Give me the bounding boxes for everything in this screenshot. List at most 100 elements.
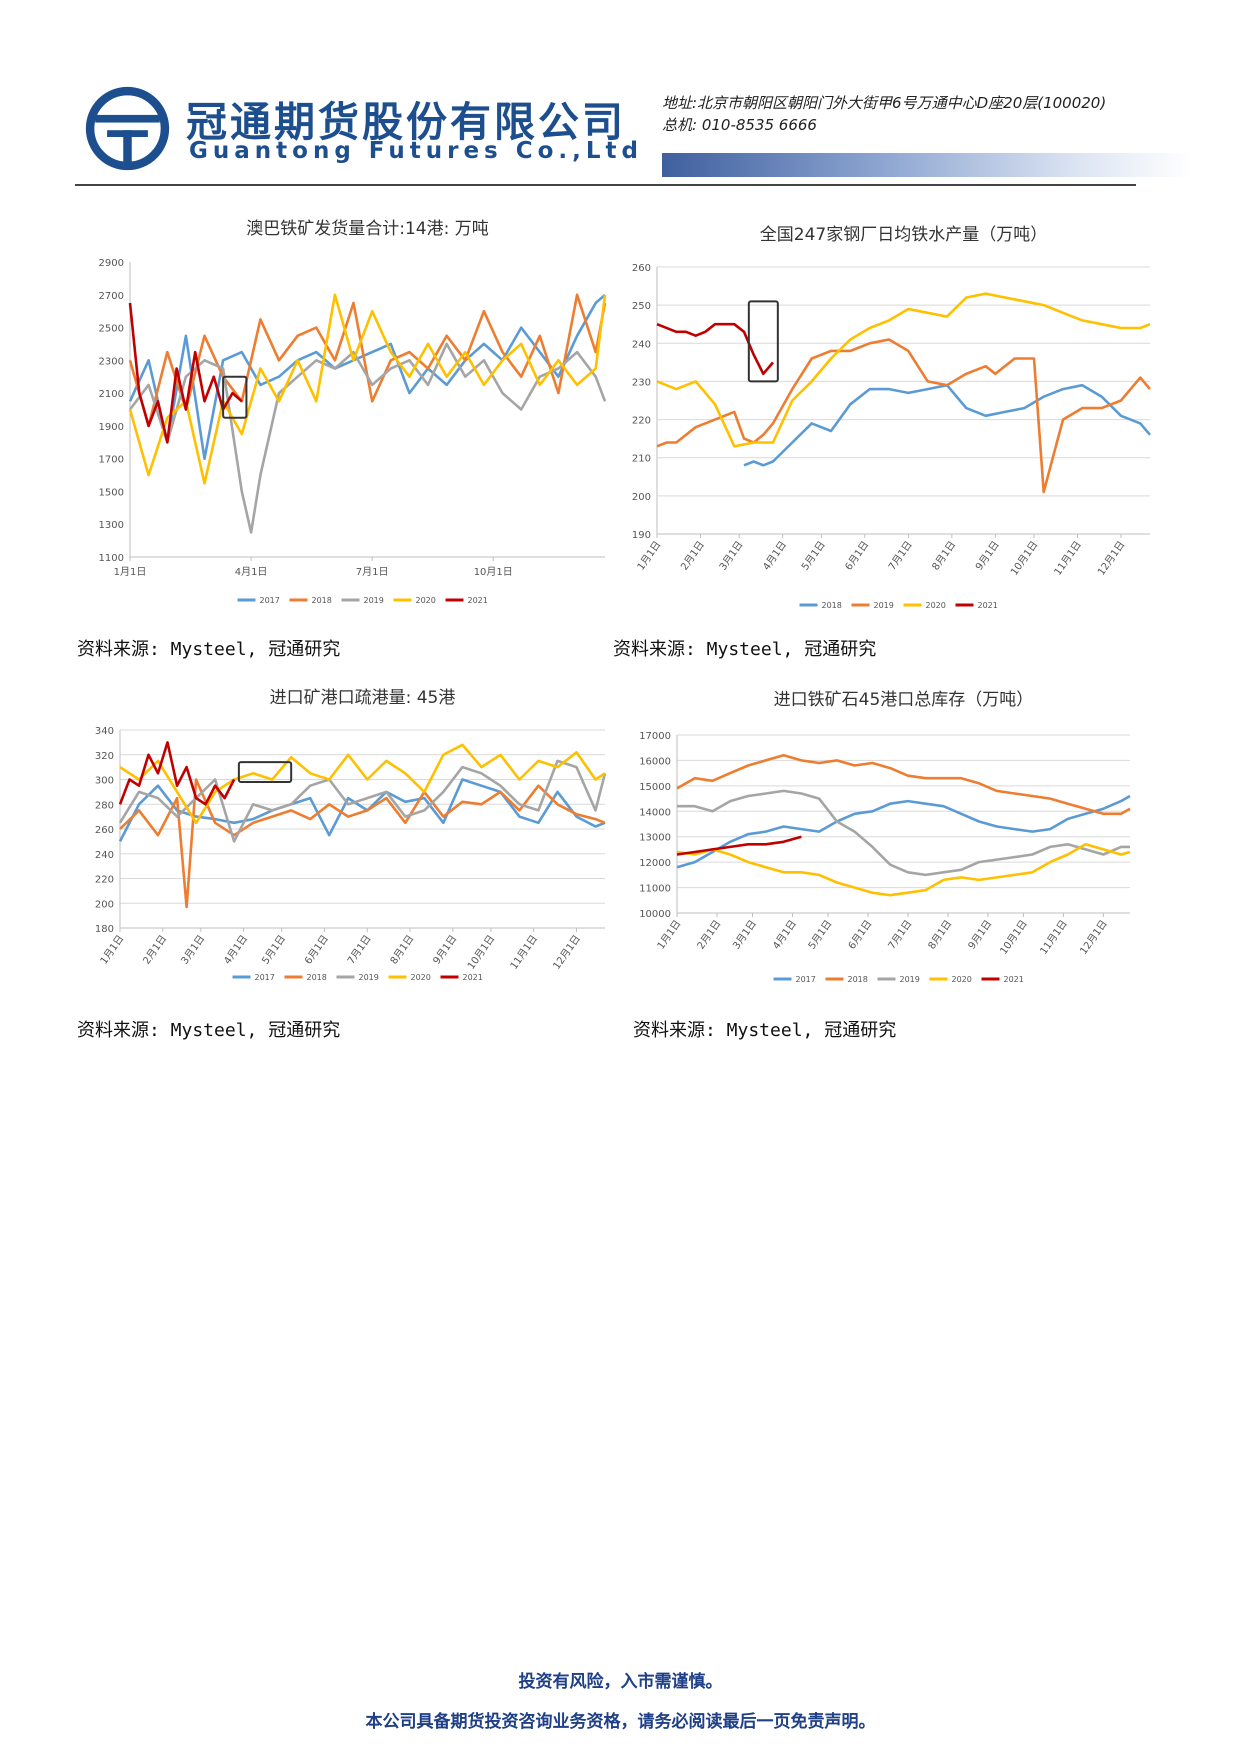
company-name-cn: 冠通期货股份有限公司 <box>186 98 626 146</box>
y-tick-label: 2700 <box>99 291 124 302</box>
y-tick-label: 12000 <box>639 858 671 869</box>
y-tick-label: 300 <box>95 776 114 787</box>
x-tick-label: 9月1日 <box>431 933 460 967</box>
series-line-2018 <box>128 293 607 428</box>
chart-1-svg: 澳巴铁矿发货量合计:14港: 万吨 1100 1300 1500 1700 1900 210… <box>99 219 607 605</box>
x-tick-label: 9月1日 <box>966 918 995 952</box>
header-gradient-bar <box>662 153 1192 177</box>
chart-3: 进口矿港口疏港量: 45港 180 200 220 240 260 280 300 320 340… <box>75 683 615 993</box>
legend-label: 2020 <box>926 601 946 610</box>
legend-label: 2017 <box>255 973 275 982</box>
y-tick-label: 2900 <box>99 258 124 269</box>
chart-2-svg: 全国247家钢厂日均铁水产量（万吨） 190 200 210 220 230 240 250 2… <box>632 225 1151 610</box>
y-tick-label: 260 <box>95 825 114 836</box>
y-tick-label: 260 <box>632 263 651 274</box>
x-tick-label: 12月1日 <box>551 933 583 972</box>
legend-label: 2018 <box>307 973 327 982</box>
series-line-2020 <box>128 293 607 485</box>
y-tick-label: 210 <box>632 454 651 465</box>
x-tick-label: 7月1日 <box>886 539 915 573</box>
legend-label: 2019 <box>364 596 384 605</box>
x-tick-label: 7月1日 <box>886 918 915 952</box>
company-name-en: Guantong Futures Co.,Ltd <box>189 138 644 164</box>
company-address: 地址:北京市朝阳区朝阳门外大街甲6号万通中心D座20层(100020) <box>662 94 1107 112</box>
chart-4: 进口铁矿石45港口总库存（万吨） 10000 11000 12000 13000 1400… <box>630 683 1140 993</box>
company-logo-icon <box>85 86 170 171</box>
y-tick-label: 17000 <box>639 731 671 742</box>
x-tick-label: 3月1日 <box>730 918 759 952</box>
x-tick-label: 6月1日 <box>302 933 331 967</box>
header-divider <box>75 184 1136 186</box>
chart-2: 全国247家钢厂日均铁水产量（万吨） 190 200 210 220 230 240 250 2… <box>615 212 1165 617</box>
x-tick-label: 10月1日 <box>465 933 497 972</box>
legend-label: 2020 <box>952 975 972 984</box>
chart-title: 澳巴铁矿发货量合计:14港: 万吨 <box>246 219 489 239</box>
x-tick-label: 11月1日 <box>1038 918 1070 957</box>
y-tick-label: 200 <box>632 492 651 503</box>
y-tick-label: 190 <box>632 530 651 541</box>
chart-1: 澳巴铁矿发货量合计:14港: 万吨 1100 1300 1500 1700 1900 210… <box>75 212 615 617</box>
annotation-box <box>222 375 248 419</box>
x-tick-label: 8月1日 <box>388 933 417 967</box>
y-tick-label: 180 <box>95 924 114 935</box>
source-note-1: 资料来源: Mysteel, 冠通研究 <box>77 639 341 660</box>
x-tick-label: 11月1日 <box>508 933 540 972</box>
x-tick-label: 8月1日 <box>926 918 955 952</box>
y-tick-label: 220 <box>95 875 114 886</box>
y-tick-label: 1100 <box>99 553 124 564</box>
x-tick-label: 1月1日 <box>655 918 684 952</box>
legend-label: 2020 <box>411 973 431 982</box>
x-tick-label: 3月1日 <box>717 539 746 573</box>
source-note-2: 资料来源: Mysteel, 冠通研究 <box>613 639 877 660</box>
x-tick-label: 5月1日 <box>806 918 835 952</box>
y-tick-label: 280 <box>95 800 114 811</box>
series-line-2019 <box>656 338 1151 494</box>
legend-label: 2021 <box>1004 975 1024 984</box>
legend-label: 2017 <box>260 596 280 605</box>
series-line-2017 <box>676 794 1131 869</box>
y-tick-label: 1500 <box>99 487 124 498</box>
y-tick-label: 14000 <box>639 807 671 818</box>
series-line-2020 <box>676 843 1131 897</box>
x-tick-label: 7月1日 <box>356 566 389 578</box>
company-phone: 总机: 010-8535 6666 <box>662 116 817 134</box>
x-tick-label: 6月1日 <box>846 918 875 952</box>
series-line-2020 <box>119 743 606 825</box>
x-tick-label: 5月1日 <box>260 933 289 967</box>
y-tick-label: 11000 <box>639 884 671 895</box>
x-tick-label: 1月1日 <box>98 933 127 967</box>
x-tick-label: 10月1日 <box>1008 539 1040 578</box>
annotation-box <box>237 761 293 783</box>
y-tick-label: 1300 <box>99 520 124 531</box>
x-tick-label: 2月1日 <box>141 933 170 967</box>
series-line-2018 <box>676 754 1131 816</box>
y-tick-label: 230 <box>632 377 651 388</box>
x-tick-label: 8月1日 <box>930 539 959 573</box>
series-line-2019 <box>128 342 607 534</box>
x-tick-label: 1月1日 <box>114 566 147 578</box>
risk-warning: 投资有风险，入市需谨慎。 <box>518 1672 723 1692</box>
x-tick-label: 4月1日 <box>235 566 268 578</box>
series-line-2017 <box>128 293 606 460</box>
legend-label: 2018 <box>822 601 842 610</box>
y-tick-label: 240 <box>95 850 114 861</box>
chart-4-svg: 进口铁矿石45港口总库存（万吨） 10000 11000 12000 13000 1400… <box>639 690 1131 984</box>
x-tick-label: 3月1日 <box>179 933 208 967</box>
page-header: 冠通期货股份有限公司 Guantong Futures Co.,Ltd 地址:北… <box>0 0 1241 190</box>
x-tick-label: 6月1日 <box>843 539 872 573</box>
chart-title: 进口铁矿石45港口总库存（万吨） <box>774 690 1034 710</box>
x-tick-label: 12月1日 <box>1095 539 1127 578</box>
y-tick-label: 2300 <box>99 356 124 367</box>
chart-3-svg: 进口矿港口疏港量: 45港 180 200 220 240 260 280 300 320 340… <box>95 688 607 982</box>
legend-label: 2021 <box>978 601 998 610</box>
legend-label: 2021 <box>468 596 488 605</box>
legend-label: 2019 <box>359 973 379 982</box>
x-tick-label: 4月1日 <box>221 933 250 967</box>
x-tick-label: 9月1日 <box>973 539 1002 573</box>
x-tick-label: 10月1日 <box>998 918 1030 957</box>
series-line-2019 <box>677 789 1130 877</box>
source-note-4: 资料来源: Mysteel, 冠通研究 <box>633 1020 897 1041</box>
x-tick-label: 4月1日 <box>761 539 790 573</box>
annotation-box <box>747 300 779 383</box>
y-tick-label: 15000 <box>639 782 671 793</box>
